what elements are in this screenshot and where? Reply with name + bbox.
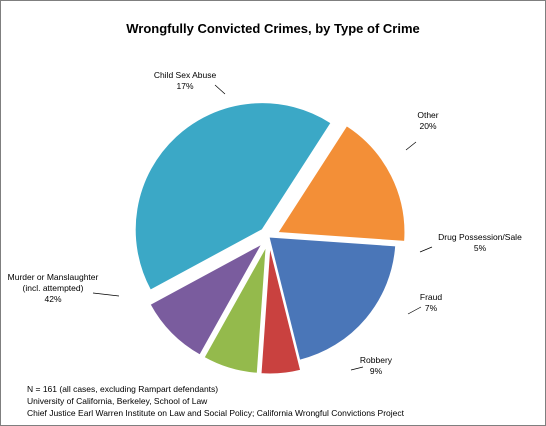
data-label-drug-possession-sale: Drug Possession/Sale	[438, 232, 522, 242]
footnote-line: Chief Justice Earl Warren Institute on L…	[27, 408, 405, 418]
chart-title: Wrongfully Convicted Crimes, by Type of …	[126, 21, 420, 36]
data-label-murder-or-manslaughter-incl-attempted: Murder or Manslaughter	[8, 272, 99, 282]
pie-slice-robbery	[149, 242, 264, 356]
leader-line-murder-or-manslaughter-incl-attempted	[92, 292, 120, 297]
leader-line-robbery	[350, 366, 364, 371]
data-label-child-sex-abuse: Child Sex Abuse	[154, 70, 217, 80]
leader-line-other	[405, 141, 417, 151]
pie-slice-child-sex-abuse	[277, 125, 406, 242]
data-label-percent-murder-or-manslaughter-incl-attempted: 42%	[44, 294, 61, 304]
data-label-fraud: Fraud	[420, 292, 442, 302]
data-label-robbery: Robbery	[360, 355, 393, 365]
pie-slice-fraud	[203, 246, 267, 374]
leader-line-child-sex-abuse	[214, 84, 226, 95]
data-label-percent-drug-possession-sale: 5%	[474, 243, 487, 253]
data-label-percent-fraud: 7%	[425, 303, 438, 313]
footnote: N = 161 (all cases, excluding Rampart de…	[27, 383, 404, 419]
data-label-percent-robbery: 9%	[370, 366, 383, 376]
data-label-percent-child-sex-abuse: 17%	[176, 81, 193, 91]
pie-slice-drug-possession-sale	[260, 246, 302, 375]
footnote-line: N = 161 (all cases, excluding Rampart de…	[27, 384, 219, 394]
data-label-percent-other: 20%	[419, 121, 436, 131]
leader-line-fraud	[407, 306, 422, 315]
pie-slice-murder-or-manslaughter-incl-attempted	[134, 102, 332, 291]
pie-slice-other	[268, 236, 397, 361]
data-label-other: Other	[417, 110, 438, 120]
footnote-line: University of California, Berkeley, Scho…	[27, 396, 208, 406]
data-label-murder-or-manslaughter-incl-attempted: (incl. attempted)	[23, 283, 84, 293]
leader-line-drug-possession-sale	[419, 246, 433, 253]
